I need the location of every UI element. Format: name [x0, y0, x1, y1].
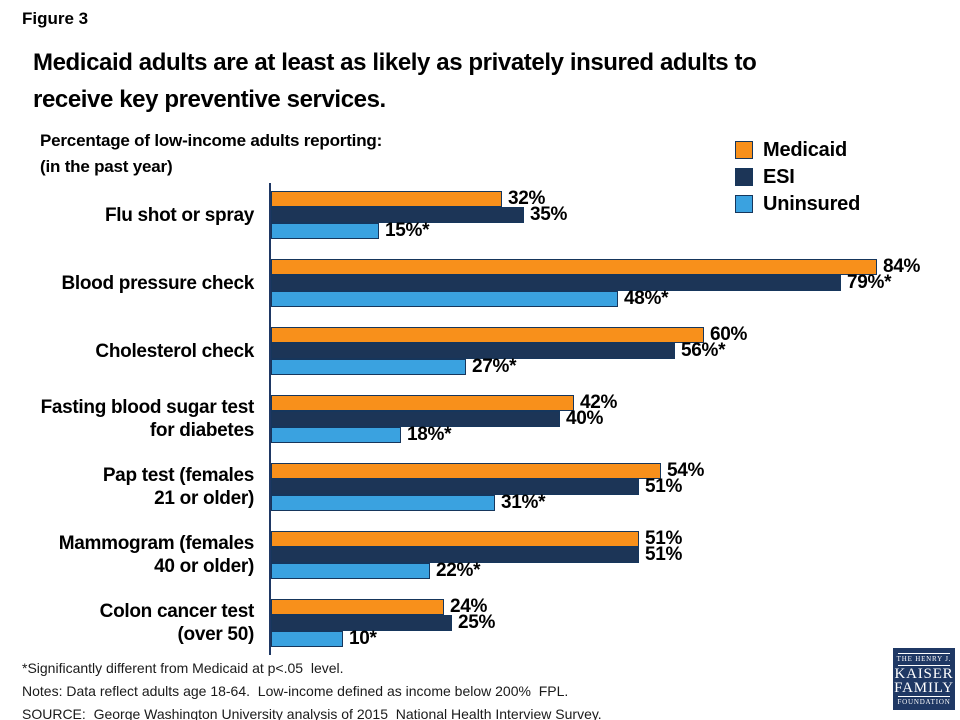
- value-label: 32%: [508, 188, 546, 209]
- category-label-line: 21 or older): [154, 488, 254, 509]
- legend-item-medicaid: Medicaid: [735, 138, 860, 161]
- value-label: 79%*: [847, 272, 892, 293]
- bar-uninsured: [271, 291, 618, 307]
- bar-medicaid: [271, 463, 661, 479]
- value-label: 51%: [645, 476, 683, 497]
- legend-swatch: [735, 195, 753, 213]
- bar-uninsured: [271, 563, 430, 579]
- logo-foundation-text: FOUNDATION: [897, 697, 951, 706]
- value-label: 51%: [645, 544, 683, 565]
- category-label-line: Blood pressure check: [61, 272, 254, 294]
- category-label-line: 40 or older): [154, 556, 254, 577]
- value-label: 31%*: [501, 492, 546, 513]
- chart-subtitle: Percentage of low-income adults reportin…: [40, 128, 382, 180]
- value-label: 22%*: [436, 560, 481, 581]
- bar-uninsured: [271, 359, 466, 375]
- footnotes: *Significantly different from Medicaid a…: [22, 657, 602, 720]
- category-label: Cholesterol check: [0, 327, 254, 375]
- bar-chart: Flu shot or spray 32% 35% 15%* Blood pressur…: [0, 183, 960, 663]
- bar-esi: [271, 343, 675, 359]
- legend-label: ESI: [763, 165, 795, 188]
- value-label: 24%: [450, 596, 488, 617]
- value-label: 35%: [530, 204, 568, 225]
- kff-logo: THE HENRY J. KAISER FAMILY FOUNDATION: [893, 648, 955, 710]
- legend-swatch: [735, 141, 753, 159]
- value-label: 18%*: [407, 424, 452, 445]
- value-label: 40%: [566, 408, 604, 429]
- category-label-line: for diabetes: [149, 420, 254, 441]
- figure-label: Figure 3: [22, 9, 89, 28]
- category-label: Blood pressure check: [0, 259, 254, 307]
- legend-label: Uninsured: [763, 192, 861, 215]
- bar-esi: [271, 411, 560, 427]
- category-label-line: Colon cancer test: [99, 601, 255, 622]
- value-label: 54%: [667, 460, 705, 481]
- category-label: Colon cancer test (over 50): [0, 599, 255, 647]
- category-label-line: (over 50): [177, 624, 254, 645]
- page-title: Medicaid adults are at least as likely a…: [33, 44, 757, 118]
- category-label-line: Flu shot or spray: [104, 204, 254, 226]
- value-label: 51%: [645, 528, 683, 549]
- footnote-significance: *Significantly different from Medicaid a…: [22, 660, 344, 676]
- bar-esi: [271, 615, 452, 631]
- bar-medicaid: [271, 259, 877, 275]
- value-label: 48%*: [624, 288, 669, 309]
- bar-esi: [271, 207, 524, 223]
- bar-uninsured: [271, 495, 495, 511]
- footnote-source: SOURCE: George Washington University ana…: [22, 706, 602, 720]
- category-label-line: Fasting blood sugar test: [40, 397, 255, 418]
- category-label-line: Mammogram (females: [58, 533, 255, 554]
- value-label: 42%: [580, 392, 618, 413]
- subtitle-line-1: Percentage of low-income adults reportin…: [40, 131, 383, 150]
- bar-medicaid: [271, 327, 704, 343]
- bar-esi: [271, 479, 639, 495]
- value-label: 10*: [349, 628, 377, 649]
- value-label: 27%*: [472, 356, 517, 377]
- category-label: Fasting blood sugar test for diabetes: [0, 395, 255, 443]
- title-line-1: Medicaid adults are at least as likely a…: [33, 49, 757, 76]
- bar-medicaid: [271, 531, 639, 547]
- legend-swatch: [735, 168, 753, 186]
- bar-medicaid: [271, 599, 444, 615]
- logo-rule: [898, 695, 950, 697]
- bar-medicaid: [271, 395, 574, 411]
- bar-uninsured: [271, 223, 379, 239]
- subtitle-line-2: (in the past year): [40, 157, 173, 176]
- logo-rule: [898, 652, 950, 654]
- legend-item-esi: ESI: [735, 165, 860, 188]
- category-label: Flu shot or spray: [0, 191, 254, 239]
- category-label: Mammogram (females 40 or older): [0, 531, 255, 579]
- value-label: 84%: [883, 256, 921, 277]
- logo-top-text: THE HENRY J.: [896, 654, 952, 663]
- category-label: Pap test (females 21 or older): [0, 463, 254, 511]
- bar-esi: [271, 275, 841, 291]
- category-label-line: Cholesterol check: [95, 340, 254, 362]
- logo-rule: [898, 664, 950, 666]
- bar-uninsured: [271, 427, 401, 443]
- bar-medicaid: [271, 191, 502, 207]
- y-axis-line: [269, 183, 271, 655]
- logo-family-text: FAMILY: [894, 679, 954, 696]
- logo-kaiser-text: KAISER: [894, 665, 954, 682]
- value-label: 15%*: [385, 220, 430, 241]
- legend: Medicaid ESI Uninsured: [735, 138, 861, 222]
- legend-item-uninsured: Uninsured: [735, 192, 861, 215]
- bar-esi: [271, 547, 639, 563]
- legend-label: Medicaid: [763, 138, 847, 161]
- bar-uninsured: [271, 631, 343, 647]
- value-label: 25%: [458, 612, 496, 633]
- value-label: 60%: [710, 324, 748, 345]
- footnote-notes: Notes: Data reflect adults age 18-64. Lo…: [22, 683, 569, 699]
- category-label-line: Pap test (females: [102, 465, 254, 486]
- title-line-2: receive key preventive services.: [33, 86, 386, 113]
- value-label: 56%*: [681, 340, 726, 361]
